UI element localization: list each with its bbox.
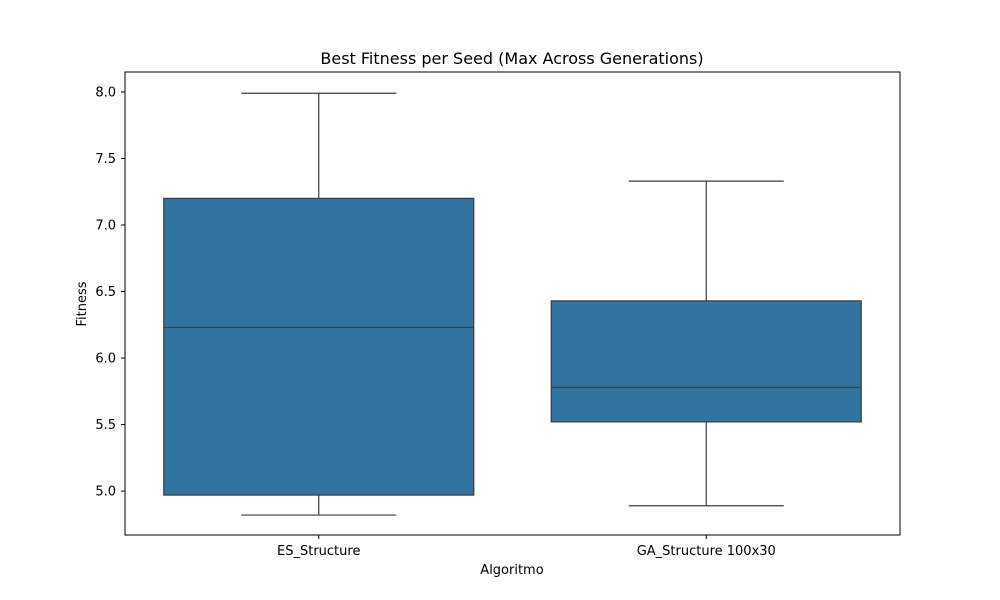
box-1 (163, 92, 475, 516)
plot-frame (124, 71, 901, 536)
x-tick-label: GA_Structure 100x30 (637, 544, 776, 559)
y-tick-label: 6.0 (95, 352, 116, 367)
x-axis-ticks: ES_Structure GA_Structure 100x30 (277, 535, 776, 559)
x-axis-label: Algoritmo (480, 563, 543, 578)
y-tick-label: 7.0 (95, 219, 116, 234)
y-axis-ticks: 5.0 5.5 6.0 6.5 7.0 7.5 8.0 (95, 85, 125, 500)
y-tick-label: 8.0 (95, 85, 116, 100)
y-tick-label: 5.0 (95, 485, 116, 500)
x-tick-label: ES_Structure (277, 544, 360, 559)
y-tick-label: 7.5 (95, 152, 116, 167)
iqr-box (550, 300, 862, 423)
iqr-box (163, 197, 475, 496)
boxes-layer (163, 92, 862, 516)
y-tick-label: 5.5 (95, 418, 116, 433)
box-2 (550, 180, 862, 507)
y-tick-label: 6.5 (95, 285, 116, 300)
y-axis-label: Fitness (75, 281, 90, 326)
chart-title: Best Fitness per Seed (Max Across Genera… (320, 49, 703, 68)
